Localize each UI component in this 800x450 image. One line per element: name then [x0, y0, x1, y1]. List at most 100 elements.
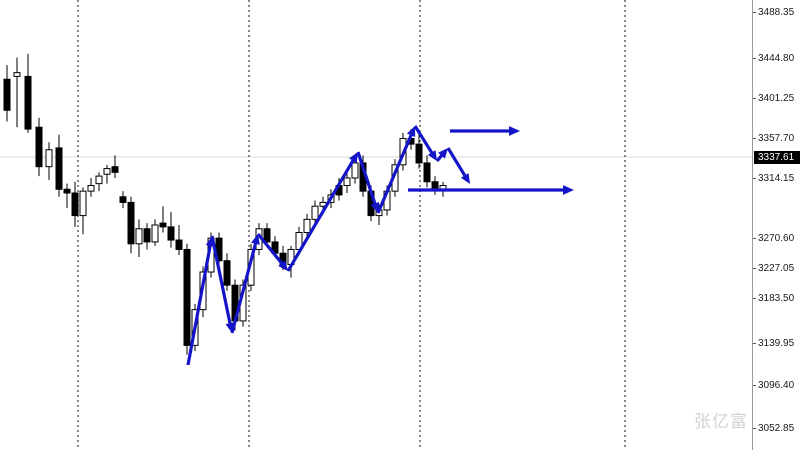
candle-body-down [175, 239, 183, 250]
candle-body-up [151, 224, 159, 243]
candle-body-down [71, 192, 79, 217]
zigzag-arrowhead [427, 150, 437, 161]
price-axis-tick [753, 298, 756, 299]
candle-body-down [111, 166, 119, 173]
zigzag-arrowhead [349, 152, 358, 163]
zigzag-arrowhead [370, 202, 380, 213]
candlestick [71, 181, 79, 227]
candlestick [175, 225, 183, 256]
candle-body-down [263, 228, 271, 243]
price-axis-label: 3052.85 [758, 423, 795, 434]
zigzag-segment[interactable] [230, 240, 258, 334]
candle-body-up [103, 168, 111, 175]
candlestick [159, 206, 167, 233]
zigzag-arrowhead [406, 126, 416, 137]
zigzag-segment[interactable] [186, 242, 213, 366]
price-axis-tick [753, 98, 756, 99]
candle-body-up [351, 162, 359, 179]
price-axis-tick [753, 428, 756, 429]
candle-body-up [303, 218, 311, 234]
price-axis-tick [753, 12, 756, 13]
price-axis-tick [753, 385, 756, 386]
candlestick [13, 57, 21, 128]
lower-target-arrow[interactable] [408, 185, 574, 195]
candlestick [143, 223, 151, 250]
candle-body-down [415, 143, 423, 164]
candlestick [63, 183, 71, 209]
candlestick [151, 219, 159, 246]
candle-body-up [79, 190, 87, 217]
candle-body-down [183, 248, 191, 346]
candle-body-down [63, 188, 71, 194]
price-axis-label: 3183.50 [758, 293, 795, 304]
price-axis-label: 3096.40 [758, 380, 795, 391]
candle-body-down [423, 162, 431, 183]
zigzag-segment[interactable] [256, 232, 285, 267]
current-price-tag: 3337.61 [754, 151, 800, 164]
price-axis-label: 3357.70 [758, 133, 795, 144]
zigzag-segment[interactable] [356, 151, 378, 207]
grid-layer [0, 0, 752, 450]
candle-body-up [311, 205, 319, 220]
price-axis-tick [753, 268, 756, 269]
candlestick [263, 223, 271, 246]
candle-body-down [24, 75, 32, 130]
candle-body-up [87, 185, 95, 192]
candle-body-up [95, 175, 103, 185]
candlestick [119, 191, 127, 209]
zigzag-segment[interactable] [376, 131, 414, 214]
candle-body-down [159, 222, 167, 228]
candle-body-down [119, 196, 127, 203]
candle-body-up [135, 228, 143, 245]
candlestick [45, 142, 53, 180]
chart-plot-area[interactable] [0, 0, 752, 450]
price-axis-tick [753, 178, 756, 179]
candle-body-down [143, 228, 151, 243]
candlestick [167, 211, 175, 248]
candlestick [87, 177, 95, 197]
candlestick [223, 253, 231, 291]
candle-body-down [223, 260, 231, 286]
zigzag-segment[interactable] [446, 147, 468, 179]
price-axis-label: 3444.80 [758, 53, 795, 64]
price-axis[interactable]: 3488.35 3444.80 3401.25 3357.70 3314.15 3270.… [752, 0, 800, 450]
candle-body-down [127, 201, 135, 245]
candlestick [135, 219, 143, 257]
candlestick [127, 196, 135, 254]
candlestick [3, 65, 11, 122]
price-axis-label: 3270.60 [758, 233, 795, 244]
zigzag-segment[interactable] [286, 157, 356, 272]
zigzag-arrowhead [460, 173, 470, 184]
target-arrow-head [563, 185, 574, 195]
zigzag-arrowhead [438, 148, 448, 159]
price-axis-label: 3139.95 [758, 338, 795, 349]
candle-body-up [343, 177, 351, 187]
upper-target-arrow[interactable] [450, 126, 520, 136]
candle-body-down [167, 226, 175, 241]
candlestick [111, 155, 119, 178]
candle-body-up [45, 149, 53, 168]
candlestick [415, 134, 423, 169]
candle-body-down [3, 78, 11, 111]
zigzag-arrowhead [278, 260, 288, 271]
price-axis-tick [753, 58, 756, 59]
price-axis-label: 3401.25 [758, 93, 795, 104]
price-axis-label: 3488.35 [758, 7, 795, 18]
candlestick [24, 53, 32, 133]
candle-body-up [13, 72, 21, 77]
price-axis-tick [753, 138, 756, 139]
candlestick [183, 243, 191, 355]
candlestick [55, 134, 63, 197]
watermark-text: 张亿富 [694, 412, 748, 432]
candlestick [423, 155, 431, 188]
price-axis-label: 3314.15 [758, 173, 795, 184]
zigzag-segment[interactable] [413, 125, 435, 156]
zigzag-segment[interactable] [210, 235, 233, 327]
zigzag-arrowhead [251, 234, 260, 245]
candlestick [79, 187, 87, 235]
annotation-drawings-layer[interactable] [0, 0, 752, 450]
target-arrow-head [509, 126, 520, 136]
candlestick [303, 213, 311, 239]
price-axis-label: 3227.05 [758, 263, 795, 274]
